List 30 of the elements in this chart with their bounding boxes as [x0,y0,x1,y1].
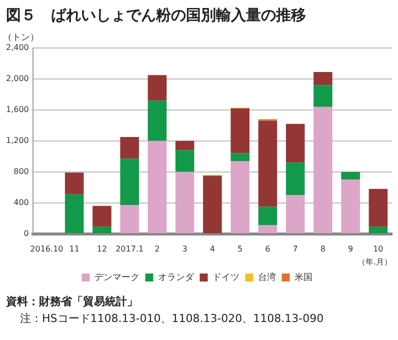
x-tick-label: 8 [320,244,326,254]
y-tick-label: 1,600 [6,105,29,114]
chart-title: 図５ ばれいしょでん粉の国別輸入量の推移 [5,5,307,26]
y-axis-title: （トン） [2,32,39,43]
legend-label: オランダ [158,272,195,283]
y-tick-label: 400 [14,198,29,207]
x-tick-label: 4 [210,244,215,254]
x-tick-label: 2 [154,244,160,254]
y-tick-label: 2,400 [6,43,29,52]
x-tick-label: 3 [182,244,188,254]
legend-label: ドイツ [212,272,240,283]
x-tick-label: 5 [238,244,243,254]
text: 注：HSコード1108.13-010、1108.13-020、1108.13-090 [19,311,325,326]
x-tick-label: 6 [265,244,270,254]
y-tick-label: 800 [14,166,29,176]
legend-label: 米国 [294,272,312,283]
x-axis-title: （年.月） [357,257,392,266]
x-tick-label: 10 [373,244,384,254]
x-tick-label: 9 [348,244,354,254]
y-tick-label: 1,200 [6,136,29,145]
y-tick-label: 2,000 [6,74,29,84]
x-tick-label: 2017.1 [116,244,144,254]
y-tick-label: 0 [24,228,29,238]
x-tick-label: 11 [69,244,80,254]
legend-label: 台湾 [258,272,276,283]
x-tick-label: 12 [96,244,108,254]
x-tick-label: 7 [292,244,298,254]
x-tick-label: 2016.10 [30,244,64,254]
text: 資料：財務省「貿易統計」 [6,294,139,309]
legend-label: デンマーク [94,272,140,283]
